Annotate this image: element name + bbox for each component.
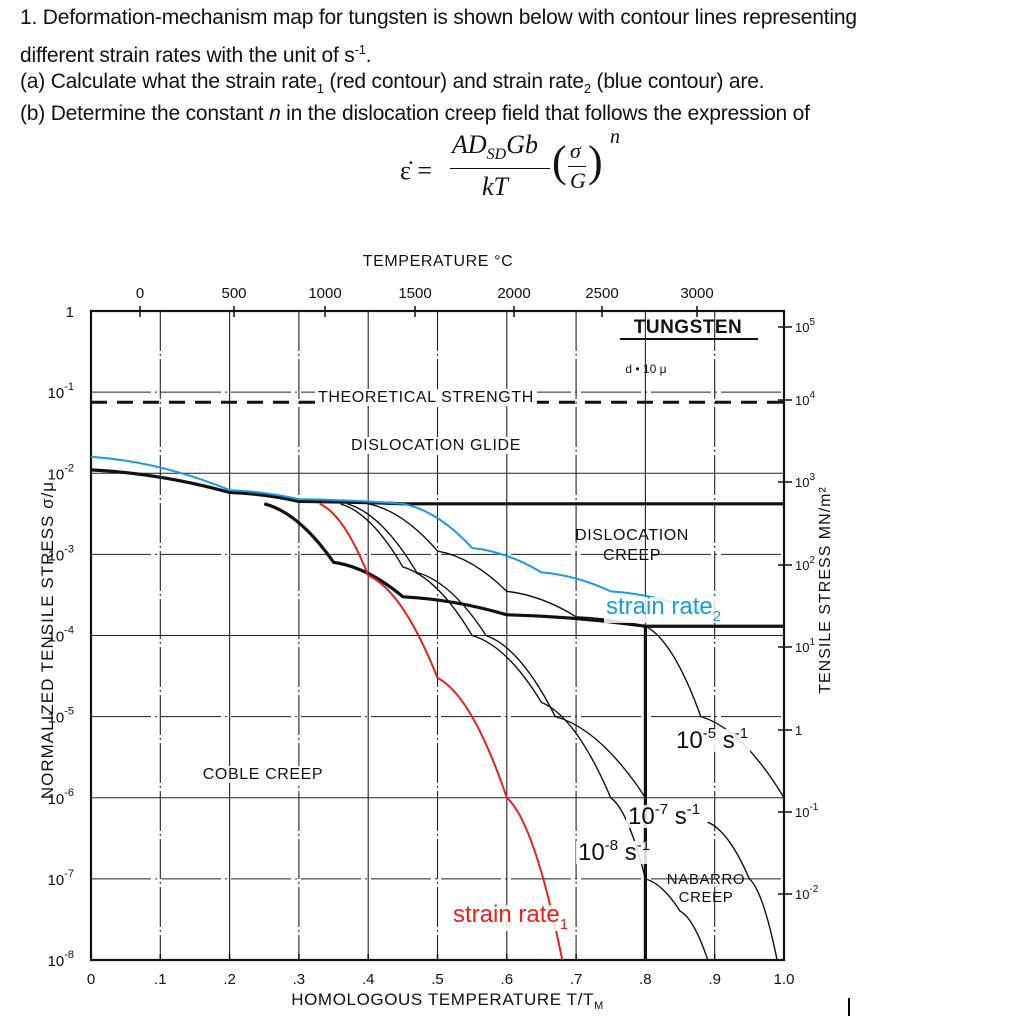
numerator-text: AD <box>452 130 487 159</box>
contour-label-strain-rate-2: strain rate2 <box>606 593 721 625</box>
top-x-tick-label: 1500 <box>398 285 431 302</box>
field-label-nabarro-creep: NABARRO <box>667 871 745 888</box>
fraction-bar <box>450 168 550 169</box>
series-nabarro-contour <box>707 821 778 961</box>
x-tick-label: .8 <box>639 971 652 988</box>
right-y-tick-label: 10-1 <box>795 802 819 820</box>
subscript: 2 <box>583 81 591 97</box>
x-tick-label: .4 <box>362 971 375 988</box>
grain-size-label: d • 10 μ <box>625 362 666 376</box>
series-10-8-s-1 <box>340 503 709 961</box>
y-axis-label: NORMALIZED TENSILE STRESS σ/μ <box>38 481 57 799</box>
right-y-tick-label: 102 <box>795 555 815 573</box>
contour-label-10-7-s-1: 10-7 s-1 <box>628 801 700 830</box>
top-axis-label: TEMPERATURE °C <box>363 253 514 270</box>
question-text: in the dislocation creep field that foll… <box>280 102 810 125</box>
field-label-coble-creep: COBLE CREEP <box>203 766 323 783</box>
material-label: TUNGSTEN <box>634 317 743 338</box>
x-tick-label: .3 <box>293 971 306 988</box>
field-label-dislocation-creep: DISLOCATION <box>575 527 689 544</box>
ratio-bar <box>568 166 586 167</box>
ratio-numerator: σ <box>570 138 581 163</box>
series-creep-diffusion-boundary <box>263 502 784 628</box>
field-label-nabarro-creep: CREEP <box>679 889 734 906</box>
formula-lhs: ε̇ = <box>400 156 433 185</box>
numerator-subscript: SD <box>486 146 507 164</box>
strain-rate-formula: ε̇ = ADSDGb kT ( σ G ) n <box>400 126 660 210</box>
question-text: (red contour) and strain rate <box>323 70 584 93</box>
y-tick-label: 10-7 <box>48 868 74 889</box>
superscript: -1 <box>354 42 366 57</box>
y-tick-label: 1 <box>66 304 74 321</box>
formula-denominator: kT <box>482 172 508 201</box>
top-x-tick-label: 1000 <box>308 285 341 302</box>
contour-label-strain-rate-1: strain rate1 <box>453 901 568 933</box>
question-line-2: different strain rates with the unit of … <box>20 38 372 68</box>
top-x-tick-label: 2000 <box>497 285 530 302</box>
formula-numerator: ADSDGb <box>452 130 538 164</box>
contour-label-10-8-s-1: 10-8 s-1 <box>578 837 650 866</box>
question-text: 1. Deformation-mechanism map for tungste… <box>20 6 857 29</box>
right-y-tick-label: 105 <box>795 317 815 335</box>
question-text: different strain rates with the unit of … <box>20 44 355 67</box>
x-tick-label: 0 <box>87 971 95 988</box>
top-x-tick-label: 3000 <box>680 285 713 302</box>
top-x-tick-label: 0 <box>136 285 144 302</box>
field-label-dislocation-glide: DISLOCATION GLIDE <box>351 437 521 454</box>
right-y-tick-label: 103 <box>795 472 815 490</box>
series-10-5-s-1 <box>368 503 785 799</box>
formula-exponent: n <box>610 126 620 148</box>
top-x-tick-label: 500 <box>221 285 246 302</box>
question-part-b: (b) Determine the constant n in the disl… <box>20 102 810 126</box>
right-y-axis-label: TENSILE STRESS MN/m² <box>817 486 834 694</box>
question-text: (blue contour) are. <box>590 70 765 93</box>
y-tick-label: 10-1 <box>48 381 74 402</box>
question-line-1: 1. Deformation-mechanism map for tungste… <box>20 6 857 30</box>
left-paren: ( <box>552 137 567 186</box>
question-part-a: (a) Calculate what the strain rate1 (red… <box>20 70 765 101</box>
right-paren: ) <box>588 137 603 186</box>
x-tick-label: .9 <box>708 971 721 988</box>
series-10-7-s-1 <box>347 503 646 799</box>
x-tick-label: .5 <box>431 971 444 988</box>
field-label-dislocation-creep: CREEP <box>603 547 661 564</box>
chart-grid <box>89 306 792 962</box>
contour-label-10-5-s-1: 10-5 s-1 <box>676 725 748 754</box>
field-label-theoretical-strength: THEORETICAL STRENGTH <box>318 389 534 406</box>
x-tick-label: .6 <box>501 971 514 988</box>
question-text: (a) Calculate what the strain rate <box>20 70 317 93</box>
y-tick-label: 10-8 <box>48 949 74 970</box>
right-y-tick-label: 1 <box>795 723 802 738</box>
y-tick-label: 10-2 <box>48 462 74 483</box>
x-axis-label: HOMOLOGOUS TEMPERATURE T/TM <box>291 990 604 1012</box>
x-tick-label: 1.0 <box>774 971 795 988</box>
subscript: 1 <box>316 81 324 97</box>
series-strain-rate-1-red <box>319 502 564 961</box>
text-cursor <box>848 998 850 1016</box>
variable-n: n <box>269 102 281 125</box>
chart-series <box>90 400 785 961</box>
ratio-denominator: G <box>570 168 586 193</box>
question-text: (b) Determine the constant <box>20 102 270 125</box>
right-y-tick-label: 10-2 <box>795 884 819 902</box>
top-x-tick-label: 2500 <box>585 285 618 302</box>
x-tick-label: .7 <box>570 971 583 988</box>
numerator-tail: Gb <box>506 130 539 159</box>
x-tick-label: .1 <box>154 971 167 988</box>
right-y-tick-label: 104 <box>795 390 815 408</box>
right-y-tick-label: 101 <box>795 637 815 655</box>
question-text: . <box>365 44 372 67</box>
series-strain-rate-2-blue <box>90 455 702 613</box>
x-tick-label: .2 <box>223 971 236 988</box>
